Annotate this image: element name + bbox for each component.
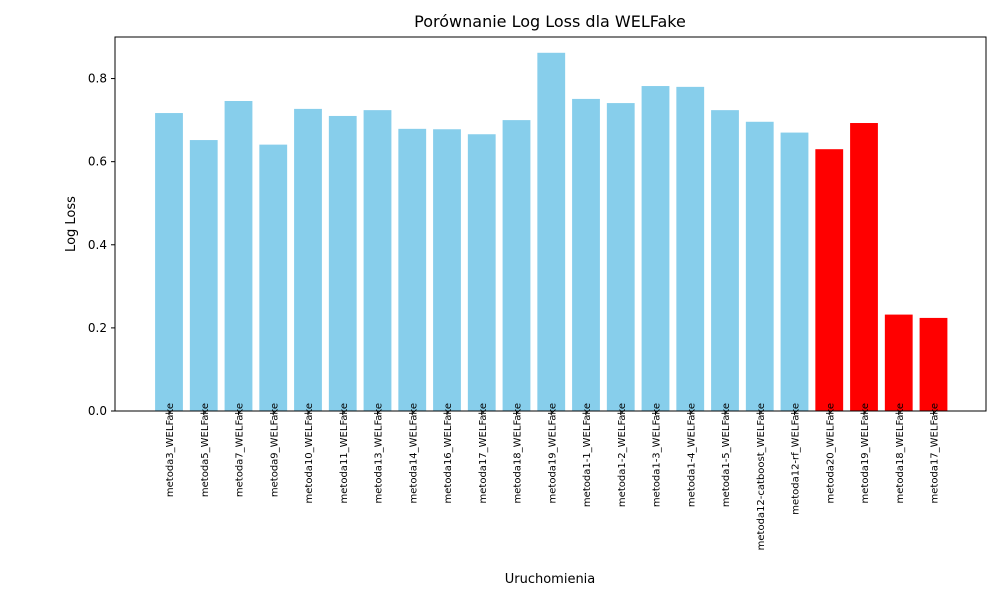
x-tick-label: metoda1-1_WELFake bbox=[582, 403, 593, 507]
y-tick-label: 0.4 bbox=[88, 238, 107, 252]
chart-title: Porównanie Log Loss dla WELFake bbox=[414, 12, 686, 31]
bar-4 bbox=[294, 108, 322, 411]
x-tick-label: metoda12-rf_WELFake bbox=[791, 403, 802, 515]
y-axis-label: Log Loss bbox=[64, 196, 79, 252]
x-tick-label: metoda1-2_WELFake bbox=[617, 403, 628, 507]
bar-6 bbox=[363, 110, 392, 411]
y-tick-label: 0.0 bbox=[88, 404, 107, 418]
bar-18 bbox=[780, 132, 809, 412]
bar-17 bbox=[745, 121, 774, 412]
bar-5 bbox=[328, 115, 357, 411]
plot-frame bbox=[114, 36, 987, 412]
x-tick-label: metoda3_WELFake bbox=[165, 403, 176, 497]
bar-19 bbox=[815, 149, 844, 411]
x-tick-label: metoda12-catboost_WELFake bbox=[756, 403, 767, 550]
y-tick-label: 0.8 bbox=[88, 72, 107, 86]
bar-12 bbox=[572, 98, 600, 411]
bars-group bbox=[155, 52, 948, 412]
x-tick-label: metoda10_WELFake bbox=[304, 403, 315, 503]
bar-8 bbox=[433, 129, 461, 411]
x-tick-label: metoda1-3_WELFake bbox=[652, 403, 663, 507]
bar-22 bbox=[919, 317, 948, 411]
bar-2 bbox=[224, 100, 253, 412]
bar-13 bbox=[606, 103, 635, 411]
x-tick-label: metoda9_WELFake bbox=[269, 403, 280, 497]
bar-1 bbox=[189, 140, 218, 411]
bar-14 bbox=[641, 86, 670, 411]
y-tick-label: 0.2 bbox=[88, 321, 107, 335]
x-tick-label: metoda14_WELFake bbox=[408, 403, 419, 503]
y-axis: 0.0 0.2 0.4 0.6 0.8 bbox=[88, 72, 115, 418]
x-axis-label: Uruchomienia bbox=[505, 572, 596, 587]
bar-10 bbox=[502, 120, 531, 411]
x-tick-label: metoda17_WELFake bbox=[930, 403, 941, 503]
x-tick-label: metoda19_WELFake bbox=[547, 403, 558, 503]
x-tick-label: metoda17_WELFake bbox=[478, 403, 489, 503]
bar-0 bbox=[155, 113, 183, 412]
x-tick-label: metoda7_WELFake bbox=[235, 403, 246, 497]
bar-21 bbox=[884, 314, 913, 411]
bar-9 bbox=[467, 134, 496, 412]
y-tick-label: 0.6 bbox=[88, 155, 107, 169]
bar-7 bbox=[398, 128, 427, 412]
bar-15 bbox=[676, 86, 705, 411]
x-tick-label: metoda18_WELFake bbox=[513, 403, 524, 503]
bar-11 bbox=[537, 52, 566, 412]
x-tick-label: metoda18_WELFake bbox=[895, 403, 906, 503]
x-tick-label: metoda19_WELFake bbox=[860, 403, 871, 503]
x-tick-label: metoda20_WELFake bbox=[825, 403, 836, 503]
x-tick-label: metoda1-5_WELFake bbox=[721, 403, 732, 507]
bar-20 bbox=[850, 123, 878, 412]
x-axis: metoda3_WELFake metoda5_WELFake metoda7_WE… bbox=[165, 403, 941, 550]
bar-16 bbox=[711, 110, 739, 411]
x-tick-label: metoda16_WELFake bbox=[443, 403, 454, 503]
x-tick-label: metoda13_WELFake bbox=[374, 403, 385, 503]
bar-3 bbox=[259, 144, 288, 411]
x-tick-label: metoda1-4_WELFake bbox=[686, 403, 697, 507]
x-tick-label: metoda11_WELFake bbox=[339, 403, 350, 503]
x-tick-label: metoda5_WELFake bbox=[200, 403, 211, 497]
